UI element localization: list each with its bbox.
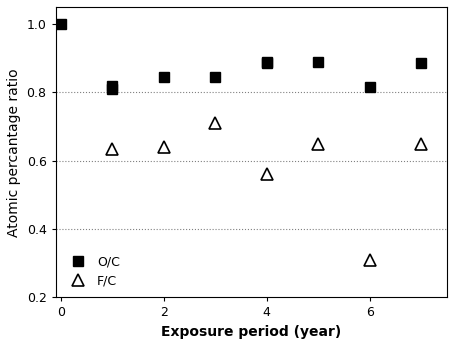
F/C <box>367 258 372 262</box>
O/C <box>212 75 218 79</box>
F/C <box>316 142 321 146</box>
O/C <box>367 85 372 89</box>
Line: F/C: F/C <box>107 118 427 265</box>
O/C <box>109 83 115 88</box>
O/C <box>264 61 270 65</box>
O/C <box>316 60 321 64</box>
F/C <box>419 142 424 146</box>
O/C <box>419 61 424 65</box>
X-axis label: Exposure period (year): Exposure period (year) <box>161 325 341 339</box>
O/C <box>58 22 64 26</box>
F/C <box>264 172 270 176</box>
F/C <box>212 121 218 125</box>
Line: O/C: O/C <box>56 19 426 94</box>
Y-axis label: Atomic percantage ratio: Atomic percantage ratio <box>7 68 21 237</box>
O/C <box>161 75 167 79</box>
O/C <box>109 87 115 91</box>
O/C <box>264 60 270 64</box>
F/C <box>161 145 167 149</box>
Legend: O/C, F/C: O/C, F/C <box>62 252 123 291</box>
F/C <box>109 147 115 151</box>
